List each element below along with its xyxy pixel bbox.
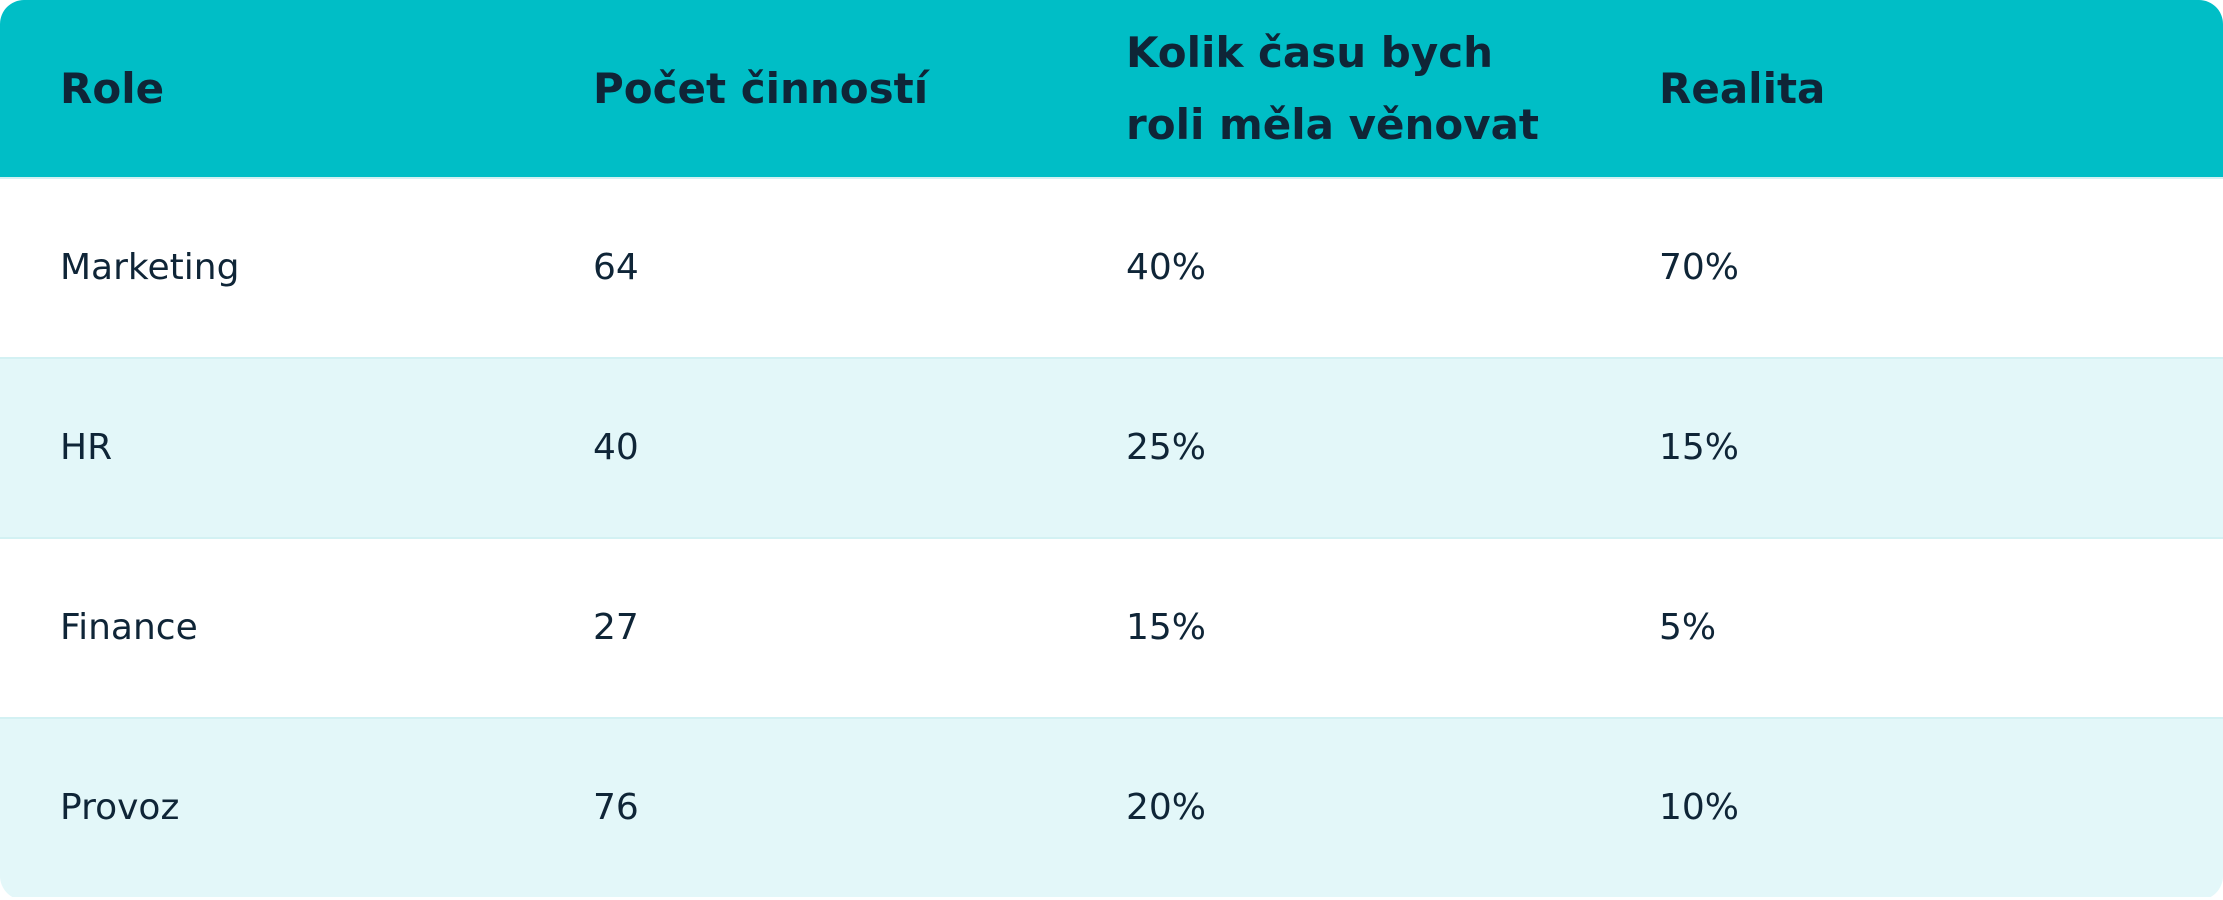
- row-cell-role: Provoz: [60, 787, 180, 828]
- row-cell-activity-count: 27: [593, 607, 639, 648]
- row-cell-target-time: 20%: [1126, 787, 1207, 828]
- table-header-row: Role Počet činností Kolik času bych roli…: [0, 0, 2223, 177]
- row-cell-role: HR: [60, 427, 113, 468]
- row-cell-reality: 70%: [1659, 247, 1740, 288]
- table-row: Marketing 64 40% 70%: [0, 177, 2223, 357]
- header-cell-role: Role: [60, 63, 165, 113]
- table-row: Provoz 76 20% 10%: [0, 717, 2223, 897]
- row-cell-activity-count: 76: [593, 787, 639, 828]
- row-cell-activity-count: 40: [593, 427, 639, 468]
- row-cell-role: Marketing: [60, 247, 240, 288]
- table-row: Finance 27 15% 5%: [0, 537, 2223, 717]
- row-cell-reality: 10%: [1659, 787, 1740, 828]
- row-cell-target-time: 40%: [1126, 247, 1207, 288]
- header-cell-target-time: Kolik času bych roli měla věnovat: [1126, 27, 1540, 149]
- row-cell-reality: 15%: [1659, 427, 1740, 468]
- row-cell-target-time: 25%: [1126, 427, 1207, 468]
- row-cell-role: Finance: [60, 607, 198, 648]
- row-cell-activity-count: 64: [593, 247, 639, 288]
- row-cell-target-time: 15%: [1126, 607, 1207, 648]
- table-row: HR 40 25% 15%: [0, 357, 2223, 537]
- row-cell-reality: 5%: [1659, 607, 1717, 648]
- header-cell-activity-count: Počet činností: [593, 63, 929, 113]
- header-cell-reality: Realita: [1659, 63, 1826, 113]
